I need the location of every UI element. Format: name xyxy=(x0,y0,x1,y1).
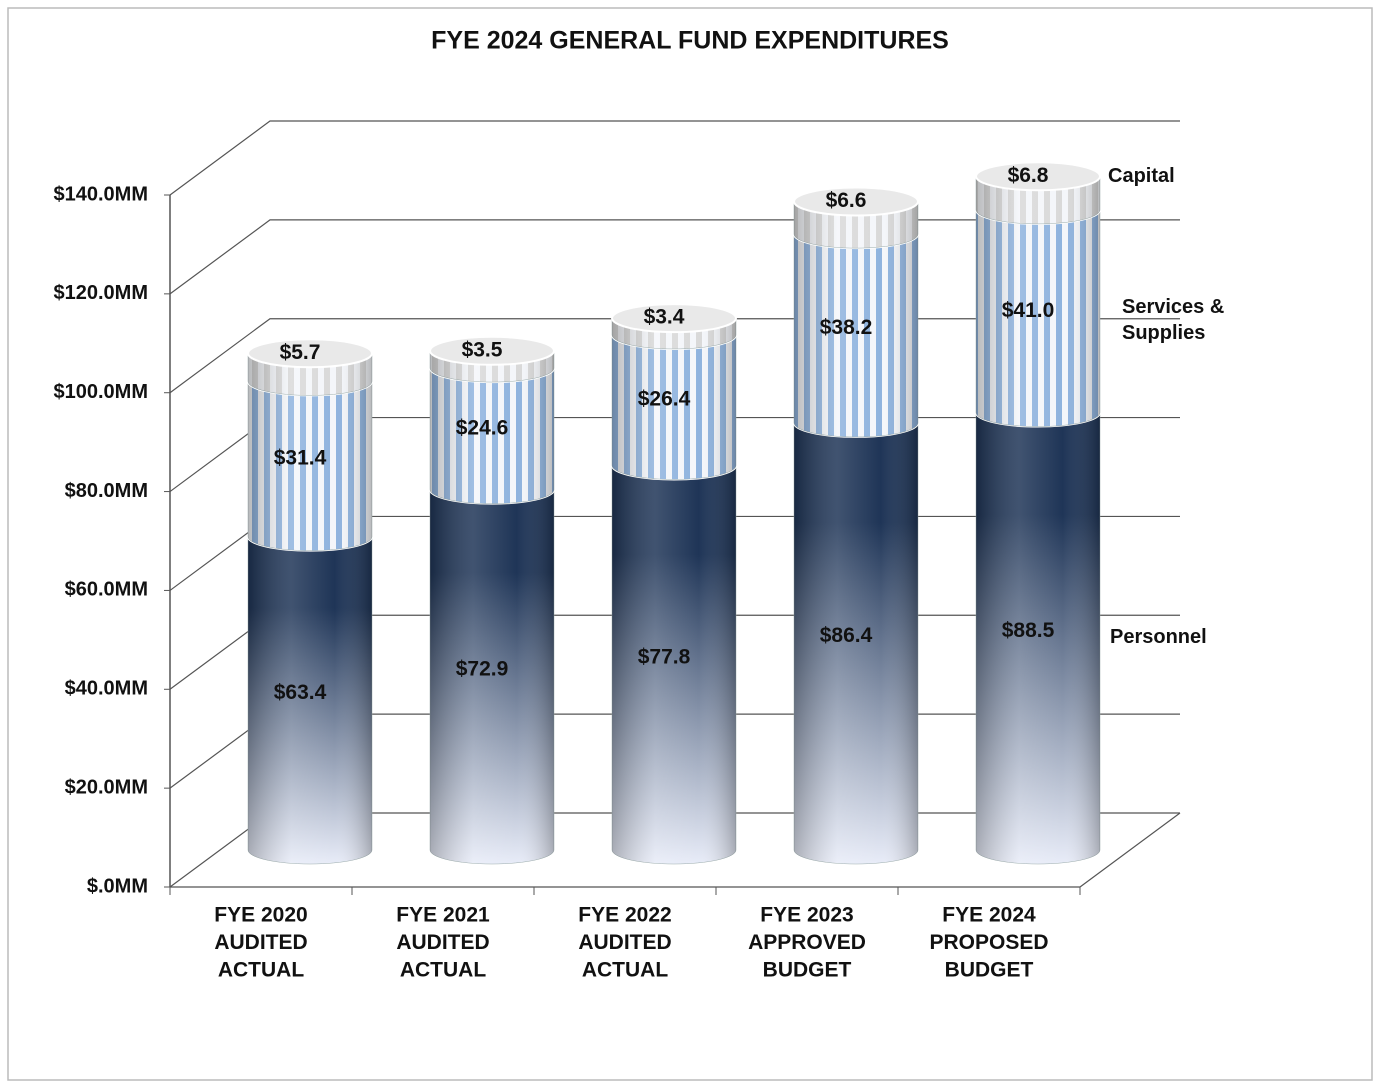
x-tick-label: PROPOSED xyxy=(929,931,1048,954)
y-tick-label: $40.0MM xyxy=(65,678,148,700)
segment-top xyxy=(247,338,373,369)
value-label: $72.9 xyxy=(456,657,509,680)
x-tick-label: FYE 2021 xyxy=(396,904,490,927)
value-label: $88.5 xyxy=(1002,619,1055,642)
y-tick-label: $140.0MM xyxy=(54,183,149,205)
segment-shade xyxy=(976,195,1100,427)
segment-shade xyxy=(248,522,372,864)
segment-shade xyxy=(248,367,372,551)
series-label: Personnel xyxy=(1110,626,1207,648)
x-tick-label: ACTUAL xyxy=(218,959,304,982)
x-tick-label: AUDITED xyxy=(214,931,307,954)
segment-shade xyxy=(612,320,736,480)
x-tick-label: BUDGET xyxy=(945,959,1034,982)
y-tick-label: $60.0MM xyxy=(65,579,148,601)
chart-title: FYE 2024 GENERAL FUND EXPENDITURES xyxy=(431,27,949,55)
value-label: $5.7 xyxy=(280,341,321,364)
value-label: $38.2 xyxy=(820,316,873,339)
value-label: $6.8 xyxy=(1008,164,1049,187)
value-label: $24.6 xyxy=(456,416,509,439)
segment-top xyxy=(429,335,555,366)
grid-line xyxy=(169,120,1180,196)
y-tick-label: $20.0MM xyxy=(65,776,148,798)
x-tick-label: ACTUAL xyxy=(582,959,668,982)
x-tick-label: AUDITED xyxy=(396,931,489,954)
value-label: $77.8 xyxy=(638,645,691,668)
x-tick-label: APPROVED xyxy=(748,931,866,954)
value-label: $41.0 xyxy=(1002,299,1055,322)
segment-shade xyxy=(794,408,918,864)
value-label: $31.4 xyxy=(274,447,327,470)
value-label: $6.6 xyxy=(826,189,867,212)
x-tick-label: FYE 2024 xyxy=(942,904,1036,927)
y-tick-label: $100.0MM xyxy=(54,381,149,403)
x-tick-label: FYE 2022 xyxy=(578,904,671,927)
x-tick-label: BUDGET xyxy=(763,959,852,982)
segment-shade xyxy=(794,220,918,437)
value-label: $3.5 xyxy=(462,338,503,361)
segment-top xyxy=(793,186,919,217)
segment-top xyxy=(611,303,737,334)
x-tick-label: FYE 2023 xyxy=(760,904,853,927)
segment-shade xyxy=(430,475,554,864)
series-label: Capital xyxy=(1108,165,1175,187)
value-label: $63.4 xyxy=(274,681,327,704)
x-tick-label: FYE 2020 xyxy=(214,904,307,927)
segment-shade xyxy=(612,451,736,864)
value-label: $86.4 xyxy=(820,624,873,647)
segment-shade xyxy=(976,398,1100,864)
segment-shade xyxy=(430,354,554,504)
y-tick-label: $.0MM xyxy=(87,875,148,897)
y-tick-label: $120.0MM xyxy=(54,282,149,304)
y-tick-label: $80.0MM xyxy=(65,480,148,502)
chart-frame xyxy=(7,7,1373,1081)
x-tick-label: AUDITED xyxy=(578,931,671,954)
segment-top xyxy=(975,161,1101,192)
value-label: $26.4 xyxy=(638,388,691,411)
value-label: $3.4 xyxy=(644,306,685,329)
x-tick-label: ACTUAL xyxy=(400,959,486,982)
series-label: Services & Supplies xyxy=(1122,296,1225,344)
